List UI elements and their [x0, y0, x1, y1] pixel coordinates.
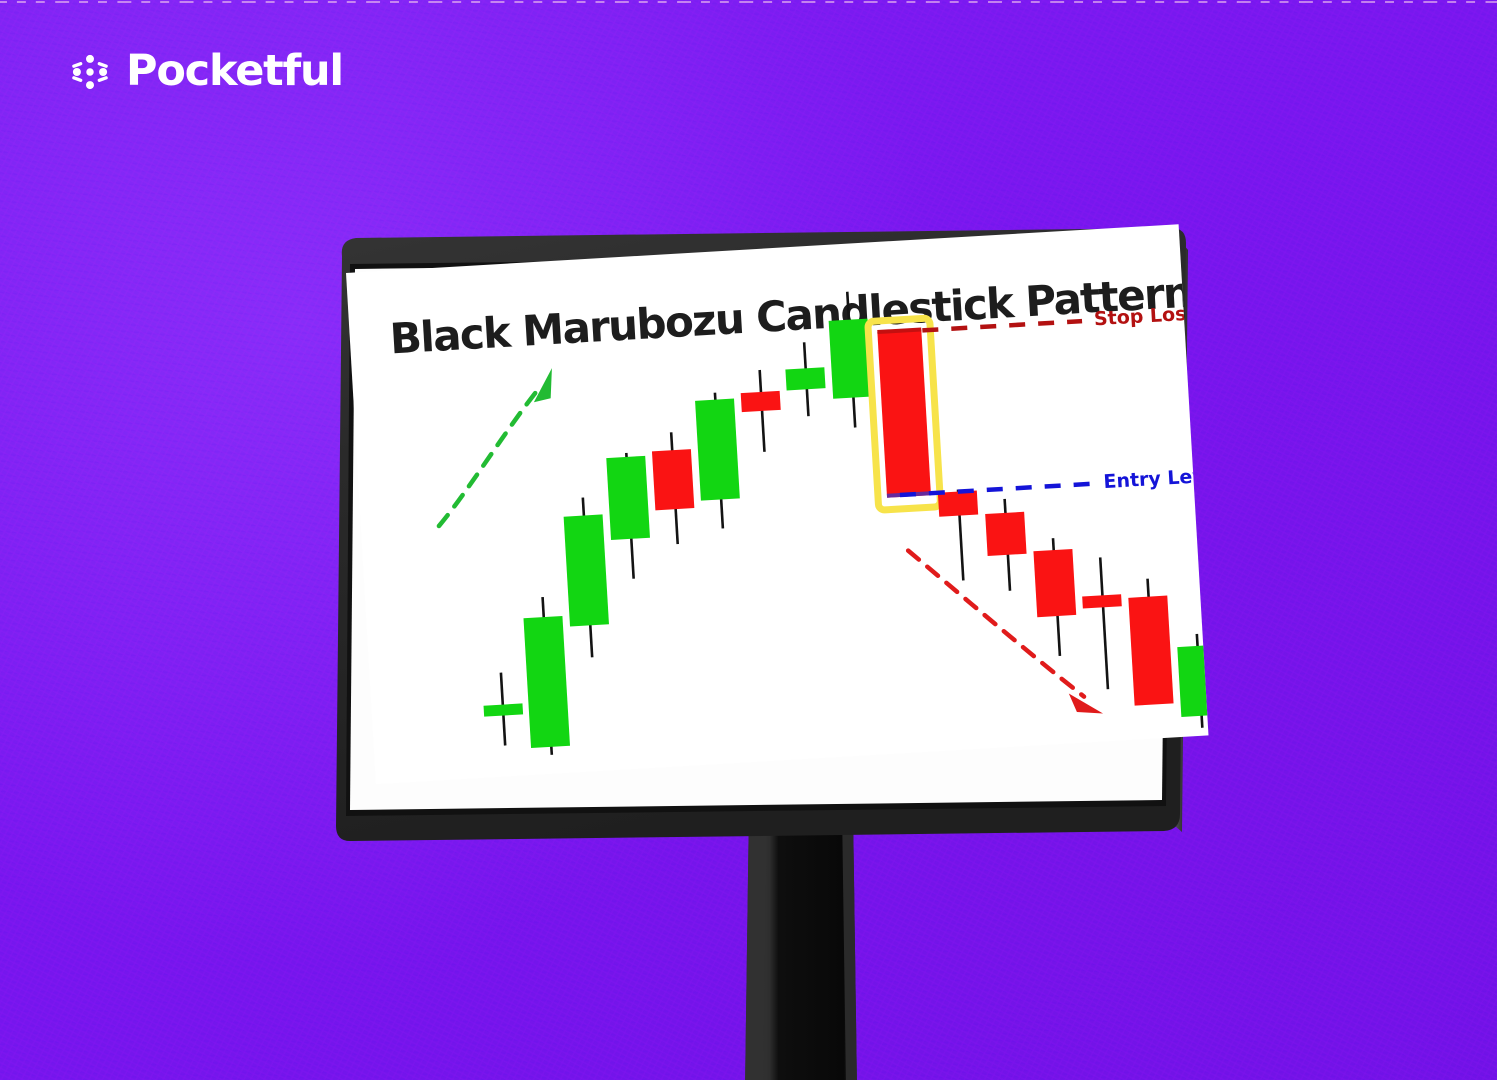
- uptrend-arrow: [436, 368, 552, 529]
- monitor-stand: [745, 806, 857, 1080]
- pocketful-petal-icon: [72, 54, 108, 89]
- candle-6: [740, 369, 781, 452]
- candle-14: [1128, 578, 1174, 706]
- candle-5: [695, 392, 740, 529]
- stop-loss-line: [922, 318, 1083, 333]
- entry-level-line: [899, 481, 1092, 498]
- candle-0: [483, 672, 524, 746]
- screen-content: Black Marubozu Candlestick Pattern: [346, 224, 1209, 785]
- candle-series: [483, 291, 1209, 755]
- brand-name: Pocketful: [126, 46, 344, 96]
- candle-8: [828, 291, 873, 428]
- candle-4: [651, 432, 695, 545]
- candle-11: [985, 498, 1027, 591]
- chart-svg: [436, 291, 1209, 755]
- candle-7: [785, 342, 826, 417]
- brand-logo[interactable]: Pocketful: [70, 46, 344, 96]
- candlestick-chart: Stop Loss Entry Level: [346, 224, 1209, 784]
- candle-15: [1177, 633, 1209, 728]
- candle-13: [1082, 557, 1122, 690]
- monitor: Black Marubozu Candlestick Pattern: [330, 224, 1209, 1080]
- marubozu-highlight-box: [864, 314, 944, 514]
- downtrend-arrow: [905, 548, 1104, 714]
- candle-3: [606, 452, 650, 579]
- candle-1: [523, 596, 571, 755]
- candle-2: [563, 497, 609, 658]
- candle-12: [1033, 538, 1077, 657]
- candle-10: [937, 489, 979, 581]
- candle-9-black-marubozu: [877, 327, 931, 498]
